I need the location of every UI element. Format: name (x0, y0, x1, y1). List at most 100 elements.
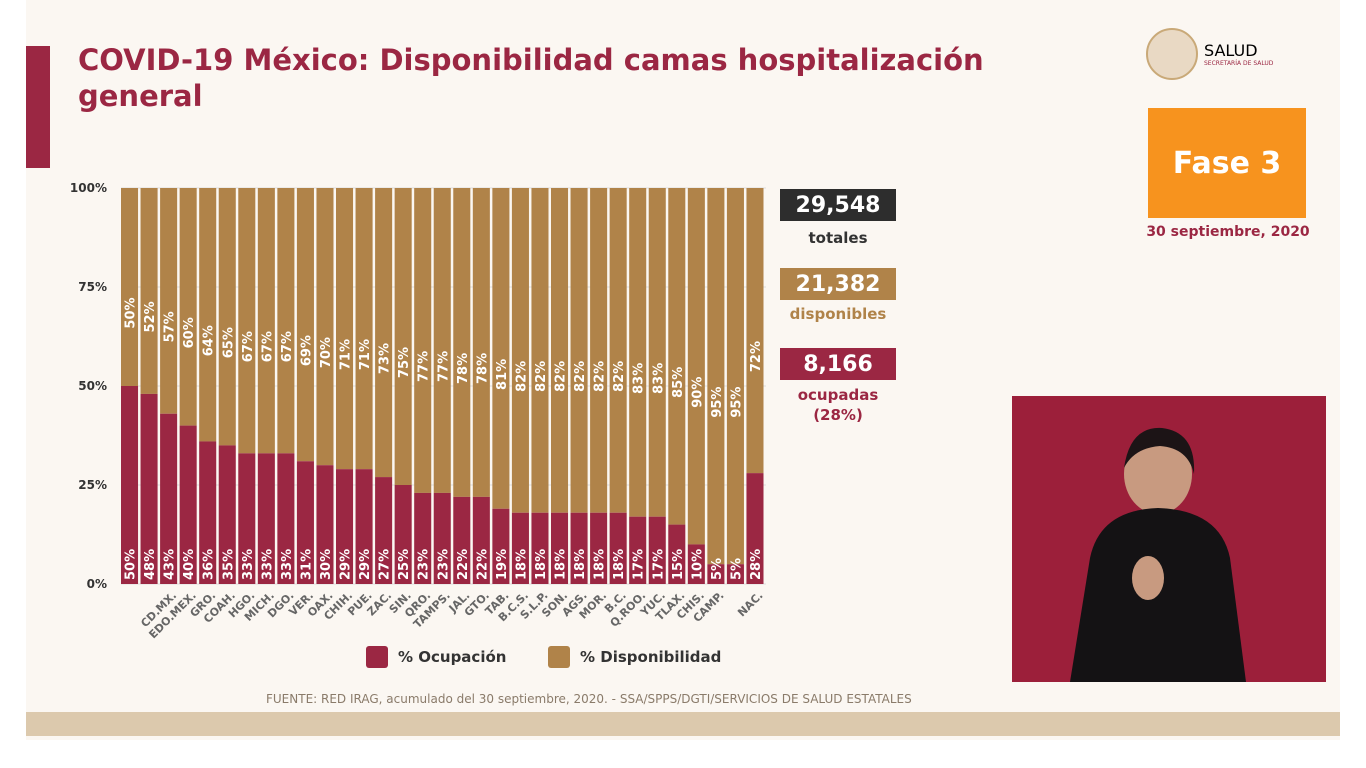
accent-strip (26, 46, 50, 168)
data-label-availability: 82% (534, 361, 549, 392)
bar-occupation (433, 492, 451, 584)
data-label-occupation: 29% (358, 549, 373, 580)
bar-availability (433, 188, 451, 493)
bar-availability (121, 188, 139, 386)
bar-availability (218, 188, 236, 446)
bar-occupation (453, 496, 471, 584)
bar-occupation (218, 445, 236, 584)
data-label-availability: 67% (241, 331, 256, 362)
data-label-occupation: 18% (612, 549, 627, 580)
data-label-availability: 83% (632, 363, 647, 394)
data-label-occupation: 18% (573, 549, 588, 580)
bar-availability (492, 188, 510, 509)
legend-label: % Disponibilidad (580, 648, 722, 666)
data-label-occupation: 30% (319, 549, 334, 580)
data-label-availability: 78% (475, 353, 490, 384)
y-tick-label: 75% (78, 280, 107, 294)
data-label-availability: 60% (182, 317, 197, 348)
bar-availability (179, 188, 197, 426)
bar-occupation (394, 485, 412, 584)
data-label-occupation: 10% (690, 549, 705, 580)
data-label-availability: 75% (397, 347, 412, 378)
page-title: COVID-19 México: Disponibilidad camas ho… (78, 43, 984, 113)
logo-name: SALUD (1204, 41, 1258, 60)
occupied-pct: (28%) (813, 406, 863, 424)
bar-occupation (414, 492, 432, 584)
bar-occupation (160, 413, 178, 584)
data-label-occupation: 23% (436, 549, 451, 580)
interpreter-figure (1070, 427, 1246, 682)
legend-occupation: % Ocupación (366, 646, 506, 668)
data-label-occupation: 22% (475, 549, 490, 580)
data-label-occupation: 33% (280, 549, 295, 580)
bar-availability (551, 188, 569, 513)
occupied-label: ocupadas (797, 386, 879, 404)
data-label-occupation: 43% (163, 549, 178, 580)
date-label: 30 septiembre, 2020 (1146, 224, 1310, 240)
y-tick-label: 100% (70, 181, 107, 195)
bar-availability (629, 188, 647, 517)
occupied-value: 8,166 (780, 348, 896, 380)
data-label-availability: 52% (143, 301, 158, 332)
bar-availability (160, 188, 178, 414)
footer-band (26, 712, 1340, 736)
legend-availability: % Disponibilidad (548, 646, 721, 668)
data-label-occupation: 23% (417, 549, 432, 580)
data-label-availability: 67% (280, 331, 295, 362)
data-label-availability: 95% (710, 387, 725, 418)
data-label-availability: 82% (573, 361, 588, 392)
data-label-occupation: 48% (143, 549, 158, 580)
bar-occupation (570, 512, 588, 584)
bar-availability (707, 188, 725, 565)
total-label: totales (808, 229, 868, 247)
data-label-occupation: 35% (221, 549, 236, 580)
data-label-occupation: 18% (534, 549, 549, 580)
bar-occupation (277, 453, 295, 584)
data-label-occupation: 17% (632, 549, 647, 580)
bar-occupation (140, 393, 158, 584)
bar-availability (336, 188, 354, 470)
bar-occupation (336, 469, 354, 584)
data-label-occupation: 28% (749, 549, 764, 580)
data-label-availability: 72% (749, 341, 764, 372)
seal-icon (1146, 28, 1198, 80)
bar-availability (531, 188, 549, 513)
bar-occupation (629, 516, 647, 584)
bar-availability (472, 188, 490, 497)
data-label-occupation: 17% (651, 549, 666, 580)
bar-availability (394, 188, 412, 485)
bar-occupation (296, 461, 314, 584)
data-label-availability: 78% (456, 353, 471, 384)
bar-occupation (492, 508, 510, 584)
bar-occupation (726, 564, 744, 584)
legend-label: % Ocupación (398, 648, 507, 666)
data-label-occupation: 40% (182, 549, 197, 580)
bar-availability (238, 188, 256, 454)
bar-availability (609, 188, 627, 513)
data-label-availability: 50% (124, 297, 139, 328)
data-label-availability: 90% (690, 377, 705, 408)
data-label-occupation: 5% (710, 558, 725, 580)
x-tick-label: NAC. (735, 589, 765, 619)
bar-availability (511, 188, 529, 513)
bar-occupation (551, 512, 569, 584)
bar-occupation (609, 512, 627, 584)
data-label-availability: 67% (260, 331, 275, 362)
y-tick-label: 0% (87, 577, 107, 591)
bar-availability (648, 188, 666, 517)
data-label-availability: 70% (319, 337, 334, 368)
data-label-occupation: 33% (241, 549, 256, 580)
data-label-occupation: 25% (397, 549, 412, 580)
bar-availability (746, 188, 764, 474)
bar-occupation (531, 512, 549, 584)
legend-swatch (548, 646, 570, 668)
data-label-availability: 64% (202, 325, 217, 356)
data-label-availability: 82% (514, 361, 529, 392)
bar-occupation (648, 516, 666, 584)
bar-availability (355, 188, 373, 470)
data-label-occupation: 31% (299, 549, 314, 580)
data-label-occupation: 29% (339, 549, 354, 580)
data-label-availability: 82% (593, 361, 608, 392)
data-label-occupation: 50% (124, 549, 139, 580)
legend-swatch (366, 646, 388, 668)
